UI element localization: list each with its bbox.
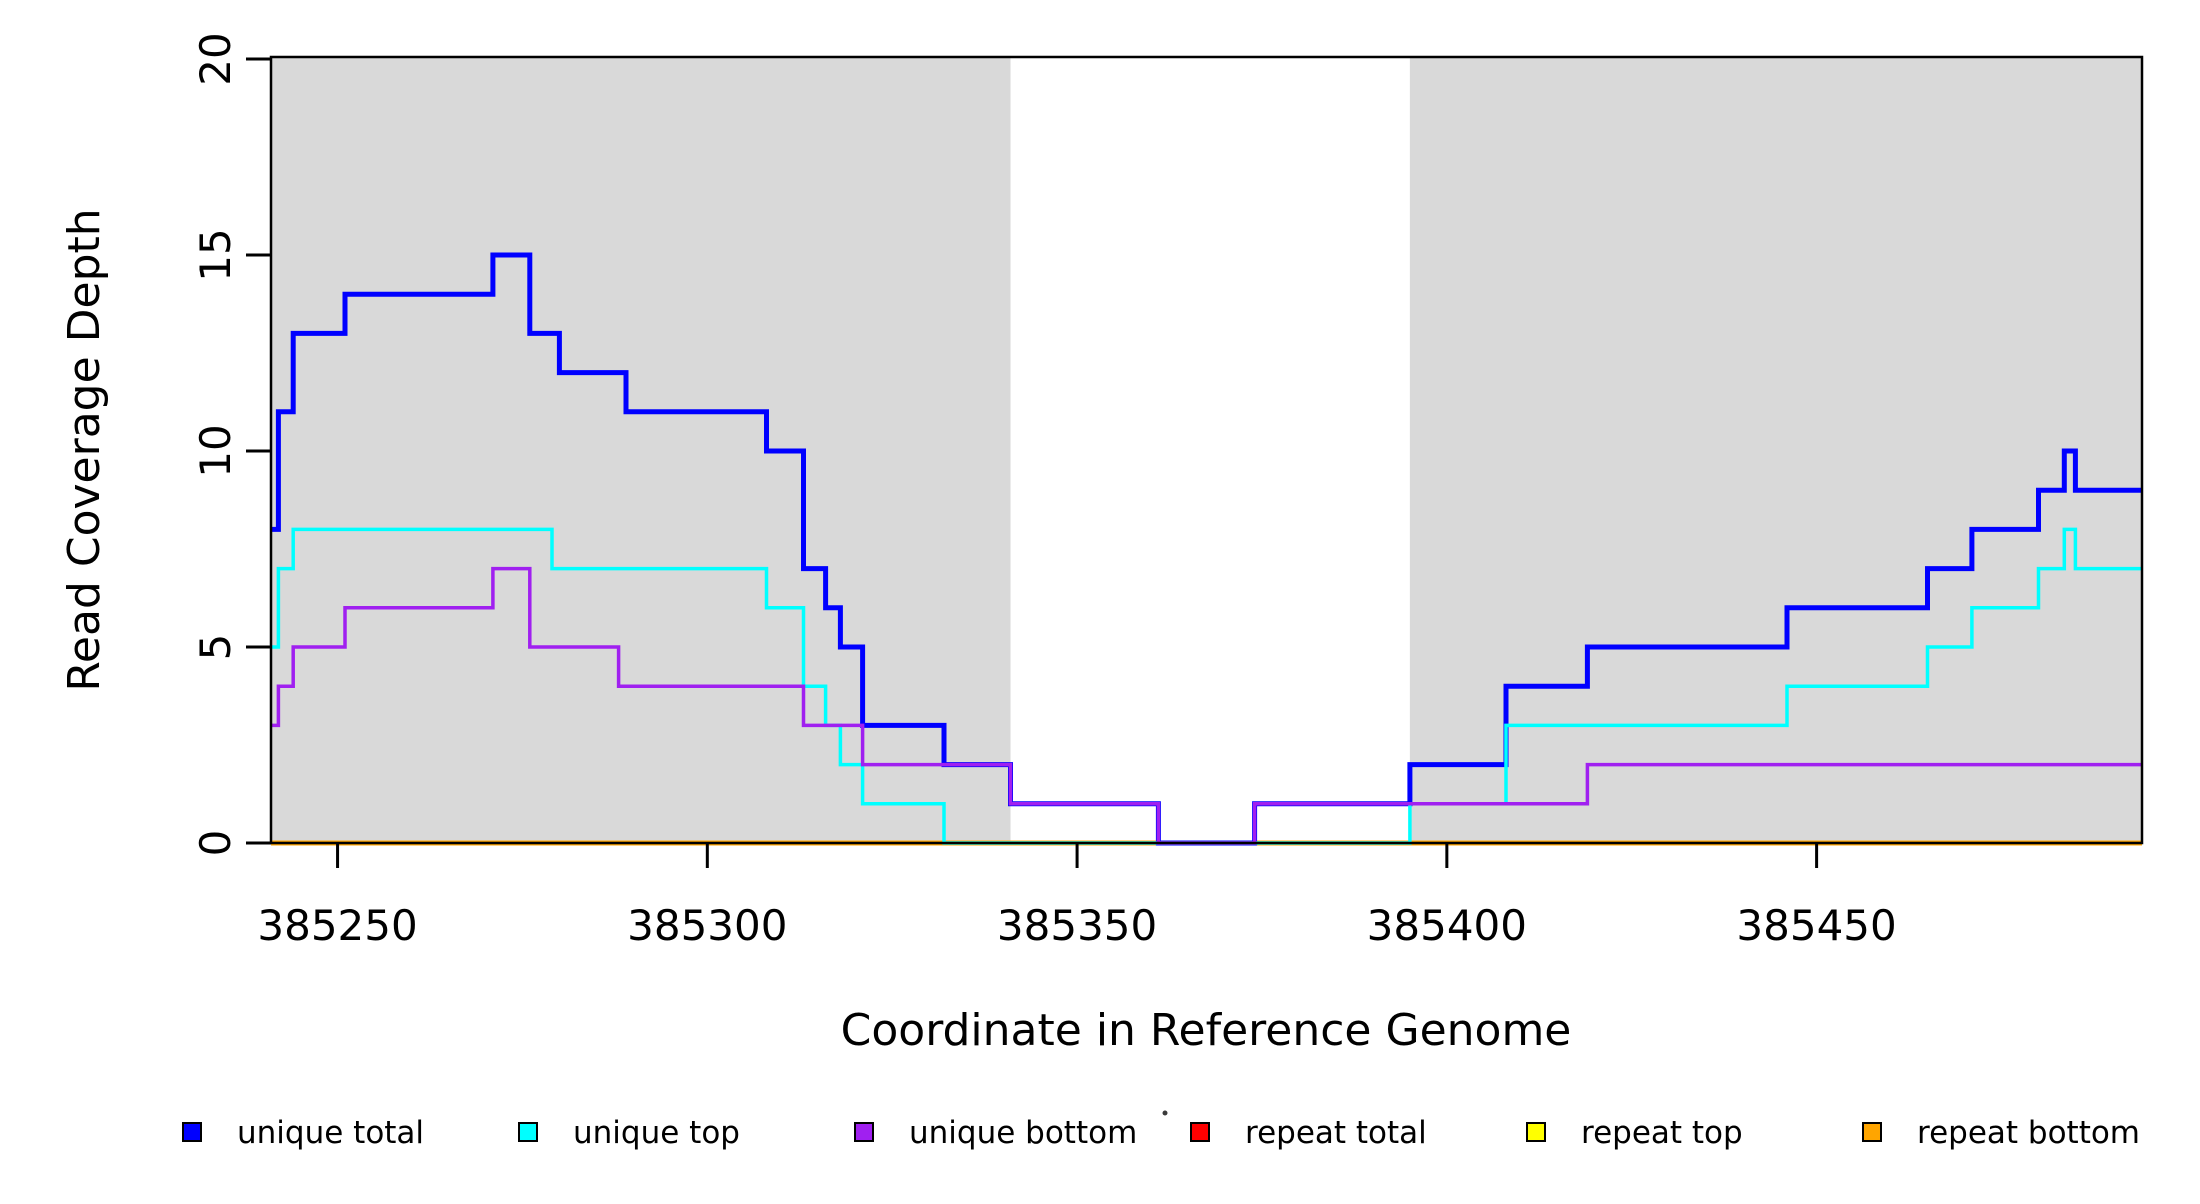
legend-item-unique-bottom: unique bottom <box>854 1115 1137 1151</box>
legend-swatch-repeat-top <box>1526 1122 1546 1142</box>
y-tick-label-15: 15 <box>191 228 240 281</box>
x-tick-label-385450: 385450 <box>1736 901 1896 950</box>
legend-swatch-unique-total <box>182 1122 202 1142</box>
legend-label-repeat-total: repeat total <box>1245 1115 1427 1151</box>
series-line-unique-total <box>271 252 2142 846</box>
legend-label-repeat-bottom: repeat bottom <box>1917 1115 2140 1151</box>
legend-item-unique-top: unique top <box>518 1115 740 1151</box>
y-axis-title: Read Coverage Depth <box>59 208 110 691</box>
y-axis: 0 5 10 15 20 <box>191 32 271 856</box>
shaded-regions-layer <box>271 57 2142 843</box>
x-axis: 385250 385300 385350 385400 385450 <box>257 843 1897 950</box>
legend-item-unique-total: unique total <box>182 1115 424 1151</box>
legend-swatch-repeat-total <box>1190 1122 1210 1142</box>
legend-label-unique-top: unique top <box>573 1115 740 1151</box>
series-line-unique-top <box>271 527 2142 845</box>
legend-swatch-unique-bottom <box>854 1122 874 1142</box>
x-axis-title: Coordinate in Reference Genome <box>841 1005 1572 1056</box>
legend: unique total unique top unique bottom repea… <box>182 1115 2140 1151</box>
legend-label-unique-total: unique total <box>237 1115 424 1151</box>
stray-dot <box>1162 1110 1168 1116</box>
y-tick-label-0: 0 <box>191 830 240 857</box>
x-tick-label-385300: 385300 <box>627 901 787 950</box>
y-tick-label-10: 10 <box>191 424 240 477</box>
y-tick-label-20: 20 <box>191 32 240 85</box>
repeat-region-shade-1 <box>271 57 1011 843</box>
y-tick-label-5: 5 <box>191 634 240 661</box>
legend-label-repeat-top: repeat top <box>1581 1115 1743 1151</box>
legend-item-repeat-top: repeat top <box>1526 1115 1743 1151</box>
x-tick-label-385250: 385250 <box>257 901 417 950</box>
legend-item-repeat-bottom: repeat bottom <box>1862 1115 2140 1151</box>
x-tick-label-385400: 385400 <box>1367 901 1527 950</box>
legend-item-repeat-total: repeat total <box>1190 1115 1427 1151</box>
legend-label-unique-bottom: unique bottom <box>909 1115 1137 1151</box>
legend-swatch-repeat-bottom <box>1862 1122 1882 1142</box>
x-tick-label-385350: 385350 <box>997 901 1157 950</box>
repeat-region-shade-2 <box>1409 57 2142 843</box>
legend-swatch-unique-top <box>518 1122 538 1142</box>
